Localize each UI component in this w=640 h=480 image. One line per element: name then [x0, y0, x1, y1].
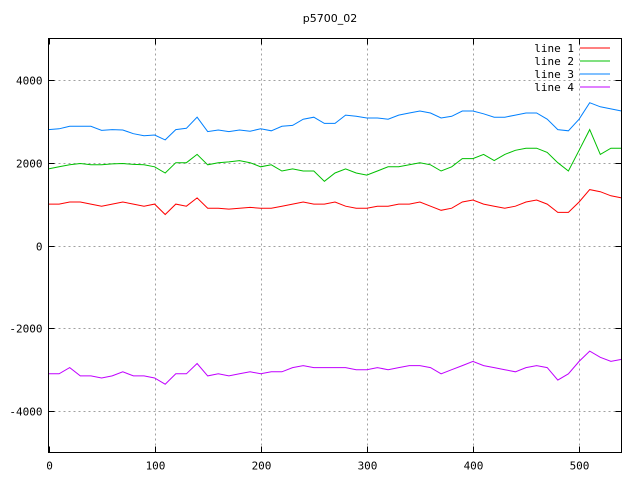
x-tick-label: 500 — [570, 460, 590, 473]
legend-label: line 4 — [534, 81, 574, 94]
x-tick-label: 200 — [252, 460, 272, 473]
legend-label: line 1 — [534, 42, 574, 55]
series-line-4 — [48, 350, 622, 385]
x-tick-label: 100 — [146, 460, 166, 473]
y-tick-label: 0 — [36, 241, 43, 254]
y-tick-label: 4000 — [16, 75, 43, 88]
x-tick-label: 400 — [464, 460, 484, 473]
grid — [48, 38, 622, 453]
chart-title: p5700_02 — [303, 12, 357, 25]
series-line-2 — [48, 128, 622, 182]
series-lines — [48, 102, 622, 385]
series-line-3 — [48, 102, 622, 141]
legend-label: line 3 — [534, 68, 574, 81]
plot-border — [48, 38, 622, 453]
series-line-1 — [48, 189, 622, 216]
legend-label: line 2 — [534, 55, 574, 68]
x-tick-label: 300 — [358, 460, 378, 473]
axis-ticks: 0 100 200 300 400 500 -4000 -2000 0 2000 4000 — [9, 38, 622, 473]
y-tick-label: 2000 — [16, 158, 43, 171]
y-tick-label: -2000 — [9, 323, 42, 336]
y-tick-label: -4000 — [9, 406, 42, 419]
x-tick-label: 0 — [46, 460, 53, 473]
